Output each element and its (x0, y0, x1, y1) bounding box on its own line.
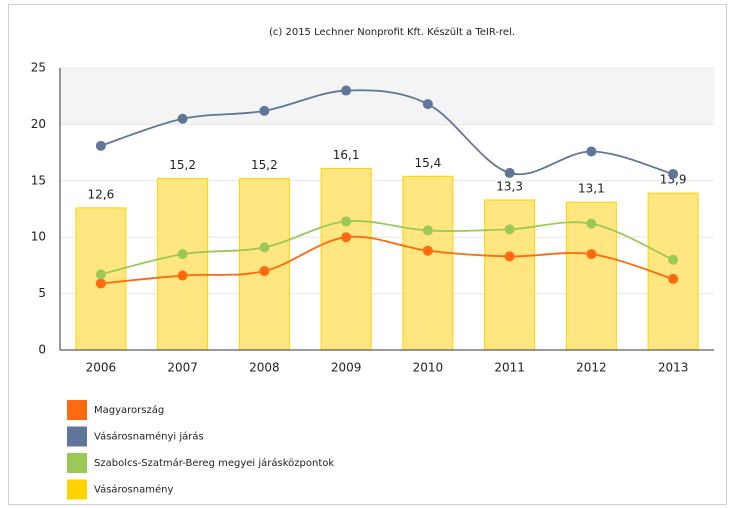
y-tick-label: 25 (31, 61, 46, 75)
legend-label: Vásárosnamény (94, 484, 173, 496)
bar (320, 167, 372, 351)
x-tick-label: 2012 (576, 361, 607, 375)
point (177, 249, 188, 260)
data-label: 13,9 (660, 173, 687, 187)
y-tick-label: 20 (31, 117, 46, 131)
point (259, 105, 270, 116)
data-label: 15,2 (251, 158, 278, 172)
y-tick-label: 10 (31, 230, 46, 244)
legend-label: Szabolcs-Szatmár-Bereg megyei járásközpo… (94, 457, 334, 469)
legend-swatch (67, 400, 87, 420)
point (586, 218, 597, 229)
data-label: 13,1 (578, 182, 605, 196)
point (586, 249, 597, 260)
x-tick-label: 2007 (167, 361, 198, 375)
x-tick-label: 2013 (658, 361, 689, 375)
point (422, 245, 433, 256)
point (177, 113, 188, 124)
bar (157, 178, 209, 351)
data-label: 12,6 (88, 187, 115, 201)
x-tick-label: 2010 (413, 361, 444, 375)
y-tick-label: 5 (38, 286, 46, 300)
plot-band (60, 68, 714, 125)
point (504, 224, 515, 235)
legend-label: Vásárosnaményi járás (94, 431, 204, 443)
x-tick-label: 2008 (249, 361, 280, 375)
point (668, 273, 679, 284)
data-label: 15,4 (415, 156, 442, 170)
point (504, 251, 515, 262)
y-tick-label: 15 (31, 173, 46, 187)
point (95, 269, 106, 280)
data-label: 13,3 (496, 179, 523, 193)
point (259, 266, 270, 277)
bar (647, 192, 699, 351)
point (95, 140, 106, 151)
point (422, 99, 433, 110)
legend-swatch (67, 426, 87, 447)
bar (402, 175, 454, 351)
point (177, 270, 188, 281)
x-tick-label: 2011 (494, 361, 525, 375)
legend-label: Magyarország (94, 404, 164, 416)
point (668, 254, 679, 265)
legend-swatch (67, 453, 87, 473)
y-tick-label: 0 (38, 343, 46, 357)
data-label: 16,1 (333, 148, 360, 162)
x-tick-label: 2006 (86, 361, 117, 375)
point (259, 242, 270, 253)
point (586, 146, 597, 157)
chart-title: (c) 2015 Lechner Nonprofit Kft. Készült … (269, 26, 515, 38)
line (100, 220, 674, 276)
x-tick-label: 2009 (331, 361, 362, 375)
line (100, 89, 674, 176)
point (341, 85, 352, 96)
point (422, 225, 433, 236)
point (504, 167, 515, 178)
point (341, 216, 352, 227)
point (668, 169, 679, 180)
legend-swatch (67, 479, 87, 500)
point (341, 232, 352, 243)
data-label: 15,2 (169, 158, 196, 172)
line (100, 235, 674, 285)
point (95, 278, 106, 289)
bar (484, 199, 536, 351)
